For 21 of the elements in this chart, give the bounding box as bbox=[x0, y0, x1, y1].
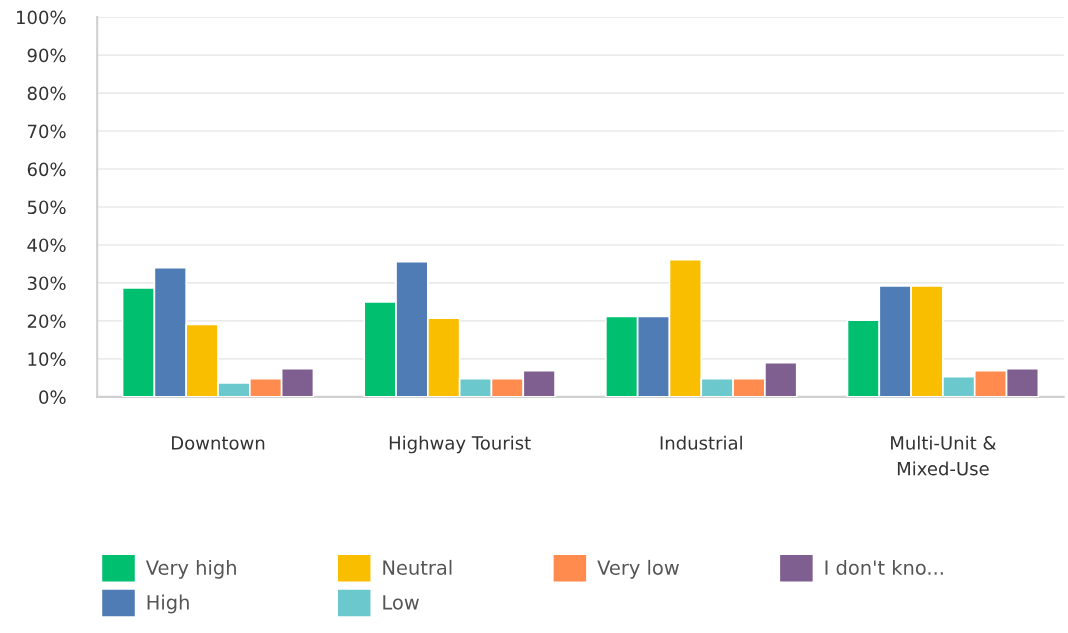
x-tick-label: Highway Tourist bbox=[389, 435, 531, 454]
legend-label: High bbox=[147, 594, 189, 614]
y-tick-label: 10% bbox=[28, 352, 66, 367]
legend-label: Very high bbox=[145, 559, 236, 579]
y-tick-label: 80% bbox=[27, 86, 66, 101]
legend-label: Low bbox=[383, 595, 419, 610]
x-tick-label: Multi-Unit & Mixed-Use bbox=[891, 435, 996, 476]
y-tick-label: 30% bbox=[27, 276, 66, 291]
legend-label: Very low bbox=[597, 559, 679, 579]
y-tick-label: 0% bbox=[39, 390, 66, 405]
y-tick-label: 20% bbox=[27, 314, 66, 329]
x-tick-label: Industrial bbox=[660, 435, 742, 450]
legend-label: Neutral bbox=[383, 559, 452, 575]
y-tick-label: 60% bbox=[27, 162, 66, 177]
y-tick-label: 50% bbox=[27, 200, 66, 215]
x-tick-label: Downtown bbox=[172, 436, 265, 450]
y-tick-label: 100% bbox=[17, 10, 66, 25]
y-tick-label: 70% bbox=[27, 124, 66, 139]
y-tick-label: 90% bbox=[27, 48, 66, 63]
legend-label: I don't kno... bbox=[825, 559, 943, 575]
y-tick-label: 40% bbox=[27, 238, 66, 253]
